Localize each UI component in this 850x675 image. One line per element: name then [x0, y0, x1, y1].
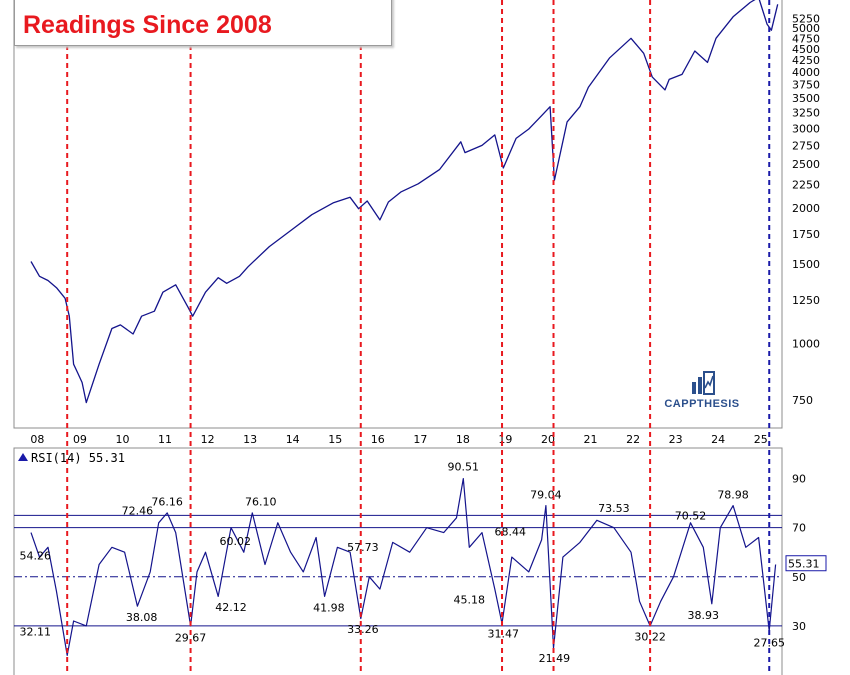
rsi-y-tick-label: 30 — [792, 620, 806, 633]
rsi-annotation-label: 30.22 — [634, 630, 666, 643]
rsi-annotation-label: 78.98 — [717, 489, 749, 502]
price-y-tick-label: 2000 — [792, 202, 820, 215]
x-year-label: 23 — [669, 433, 683, 446]
rsi-y-tick-label: 50 — [792, 571, 806, 584]
x-year-label: 25 — [754, 433, 768, 446]
x-year-label: 13 — [243, 433, 257, 446]
rsi-annotation-label: 32.11 — [20, 626, 52, 639]
rsi-panel: 90 70 50 30 RSI(14) 55.31 55.31 54.26 32.11 72.4… — [13, 447, 827, 675]
chart-title: Readings Since 2008 — [23, 11, 272, 39]
x-year-label: 24 — [711, 433, 725, 446]
rsi-annotation-label: 76.16 — [151, 496, 183, 509]
price-y-tick-label: 2750 — [792, 139, 820, 152]
rsi-annotation-label: 38.08 — [126, 611, 158, 624]
rsi-y-tick-label: 70 — [792, 522, 806, 535]
rsi-last-value: 55.31 — [788, 558, 820, 571]
x-year-label: 18 — [456, 433, 470, 446]
x-year-label: 16 — [371, 433, 385, 446]
price-y-tick-label: 1500 — [792, 258, 820, 271]
x-year-label: 11 — [158, 433, 172, 446]
x-year-label: 17 — [413, 433, 427, 446]
price-y-tick-label: 3750 — [792, 79, 820, 92]
rsi-label: RSI(14) 55.31 — [31, 451, 125, 465]
price-y-tick-label: 2500 — [792, 158, 820, 171]
rsi-annotation-label: 90.51 — [448, 460, 480, 473]
rsi-last-value-box — [785, 555, 827, 572]
indicator-icon — [18, 453, 28, 461]
price-y-tick-label: 1000 — [792, 338, 820, 351]
x-year-label: 14 — [286, 433, 300, 446]
price-y-tick-label: 4250 — [792, 54, 820, 67]
rsi-annotation-label: 41.98 — [313, 601, 345, 614]
watermark-logo: CAPPTHESIS — [660, 370, 744, 414]
x-year-label: 09 — [73, 433, 87, 446]
chart-title-box: Readings Since 2008 — [14, 0, 392, 46]
price-plot-frame — [13, 0, 783, 429]
rsi-annotation-label: 31.47 — [488, 627, 520, 640]
rsi-plot-frame — [13, 447, 783, 675]
price-y-tick-label: 3250 — [792, 107, 820, 120]
rsi-annotation-label: 79.04 — [530, 488, 562, 501]
rsi-annotation-label: 29.67 — [175, 632, 207, 645]
rsi-annotation-label: 33.26 — [347, 623, 379, 636]
x-year-label: 08 — [30, 433, 44, 446]
price-y-tick-label: 4500 — [792, 43, 820, 56]
price-y-tick-label: 5250 — [792, 13, 820, 26]
price-y-tick-label: 750 — [792, 394, 813, 407]
x-year-label: 21 — [584, 433, 598, 446]
x-year-label: 19 — [498, 433, 512, 446]
rsi-annotation-label: 76.10 — [245, 496, 277, 509]
rsi-y-tick-label: 90 — [792, 473, 806, 486]
chart-bars-icon — [692, 371, 715, 395]
rsi-annotation-label: 38.93 — [688, 609, 720, 622]
rsi-annotation-label: 68.44 — [495, 525, 527, 538]
price-y-tick-label: 4750 — [792, 32, 820, 45]
price-y-tick-label: 4000 — [792, 66, 820, 79]
x-year-label: 15 — [328, 433, 342, 446]
x-year-label: 12 — [201, 433, 215, 446]
x-year-label: 20 — [541, 433, 555, 446]
rsi-annotation-label: 57.73 — [347, 541, 379, 554]
rsi-annotation-label: 70.52 — [675, 509, 707, 522]
rsi-annotation-label: 54.26 — [20, 549, 52, 562]
price-y-tick-label: 1250 — [792, 294, 820, 307]
rsi-annotation-label: 45.18 — [454, 594, 486, 607]
x-year-label: 10 — [115, 433, 129, 446]
price-y-tick-label: 2250 — [792, 179, 820, 192]
rsi-annotation-label: 60.02 — [220, 535, 252, 548]
rsi-series-line — [30, 478, 777, 656]
rsi-annotation-label: 72.46 — [122, 505, 154, 518]
price-y-tick-label: 3000 — [792, 122, 820, 135]
watermark-name: CAPPTHESIS — [664, 398, 740, 410]
price-y-tick-label: 1750 — [792, 228, 820, 241]
price-y-tick-label: 3500 — [792, 92, 820, 105]
price-panel: 750 1000 1250 1500 1750 2000 2250 2500 2750 3000 3… — [13, 0, 820, 446]
price-series-line — [30, 0, 779, 404]
price-y-tick-label: 5000 — [792, 22, 820, 35]
rsi-annotation-label: 73.53 — [598, 502, 630, 515]
rsi-annotation-label: 42.12 — [215, 601, 247, 614]
x-year-label: 22 — [626, 433, 640, 446]
